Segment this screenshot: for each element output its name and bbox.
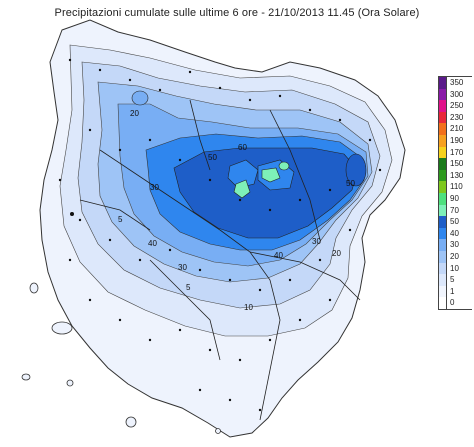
legend-label: 5	[450, 275, 455, 285]
legend-swatch	[438, 250, 447, 263]
legend-swatch	[438, 262, 447, 275]
contour-label: 50	[208, 153, 217, 162]
legend-swatch	[438, 77, 447, 89]
rain-core-90-a	[261, 167, 281, 183]
legend-item: 130	[438, 169, 472, 182]
contour-label: 30	[150, 183, 159, 192]
legend-item: 20	[438, 250, 472, 263]
legend-item: 350	[438, 77, 472, 89]
legend: 350 300 250 230 210 190 170 150 130 110 90 70 50 40 30…	[438, 76, 472, 310]
legend-swatch	[438, 134, 447, 147]
contour-label: 50	[346, 179, 355, 188]
legend-item: 190	[438, 134, 472, 147]
island-pianosa	[66, 379, 74, 387]
legend-swatch	[438, 227, 447, 240]
legend-item: 0	[438, 297, 472, 309]
legend-item: 210	[438, 123, 472, 135]
rain-core-north	[131, 90, 149, 106]
legend-item: 10	[438, 262, 472, 275]
rain-core-70-a	[227, 159, 259, 189]
legend-swatch	[438, 88, 447, 101]
island-elba	[51, 321, 73, 335]
legend-item: 40	[438, 227, 472, 240]
legend-label: 40	[450, 228, 459, 238]
legend-label: 350	[450, 78, 464, 87]
legend-swatch	[438, 111, 447, 124]
contour-label: 20	[332, 249, 341, 258]
legend-swatch	[438, 181, 447, 193]
contour-label: 20	[130, 109, 139, 118]
legend-item: 30	[438, 239, 472, 251]
legend-label: 110	[450, 182, 463, 192]
legend-item: 170	[438, 146, 472, 159]
legend-label: 1	[450, 286, 455, 296]
legend-label: 50	[450, 217, 459, 227]
map-title: Precipitazioni cumulate sulle ultime 6 o…	[54, 7, 420, 19]
contour-label: 40	[148, 239, 157, 248]
legend-label: 170	[450, 147, 464, 157]
legend-label: 230	[450, 112, 464, 122]
legend-swatch	[438, 274, 447, 286]
legend-swatch	[438, 100, 447, 112]
contour-label: 10	[244, 303, 253, 312]
legend-label: 0	[450, 298, 455, 308]
contour-label: 30	[178, 263, 187, 272]
legend-label: 190	[450, 135, 464, 145]
rain-core-90-b	[233, 179, 251, 199]
legend-item: 1	[438, 285, 472, 298]
legend-item: 250	[438, 100, 472, 112]
islands	[29, 282, 221, 434]
contour-label: 5	[186, 283, 191, 292]
legend-label: 210	[450, 124, 464, 134]
legend-swatch	[438, 285, 447, 298]
legend-item: 5	[438, 274, 472, 286]
legend-swatch	[438, 239, 447, 251]
legend-item: 300	[438, 88, 472, 101]
legend-item: 110	[438, 181, 472, 193]
legend-swatch	[438, 297, 447, 309]
legend-item: 70	[438, 204, 472, 217]
legend-item: 150	[438, 158, 472, 170]
contour-labels: 20 30 40 5 50 40 30 20 30 10 5 60 50	[118, 109, 355, 312]
island-gorgona	[70, 212, 74, 216]
island-capraia	[29, 282, 39, 294]
legend-swatch	[438, 192, 447, 205]
legend-label: 30	[450, 240, 459, 250]
rain-core-90-c	[278, 161, 290, 171]
contour-label: 5	[118, 215, 123, 224]
province-boundaries	[79, 99, 361, 421]
legend-item: 90	[438, 192, 472, 205]
legend-swatch	[438, 204, 447, 217]
legend-swatch	[438, 123, 447, 135]
legend-label: 250	[450, 101, 464, 111]
contour-label: 30	[312, 237, 321, 246]
rain-core-east	[345, 153, 367, 187]
contour-label: 60	[238, 143, 247, 152]
legend-item: 230	[438, 111, 472, 124]
legend-label: 130	[450, 170, 464, 180]
legend-swatch	[438, 158, 447, 170]
legend-swatch	[438, 146, 447, 159]
legend-swatch	[438, 216, 447, 228]
legend-label: 90	[450, 193, 459, 203]
legend-swatch	[438, 169, 447, 182]
station-dots	[58, 58, 382, 412]
island-elba-small	[21, 373, 31, 381]
legend-item: 50	[438, 216, 472, 228]
legend-label: 70	[450, 205, 459, 215]
legend-label: 150	[450, 159, 464, 169]
rain-band-50	[173, 147, 359, 239]
legend-label: 20	[450, 251, 459, 261]
contour-label: 40	[274, 251, 283, 260]
legend-label: 10	[450, 263, 459, 273]
island-giglio	[125, 416, 137, 428]
island-giannutri	[215, 428, 221, 434]
legend-label: 300	[450, 89, 464, 99]
